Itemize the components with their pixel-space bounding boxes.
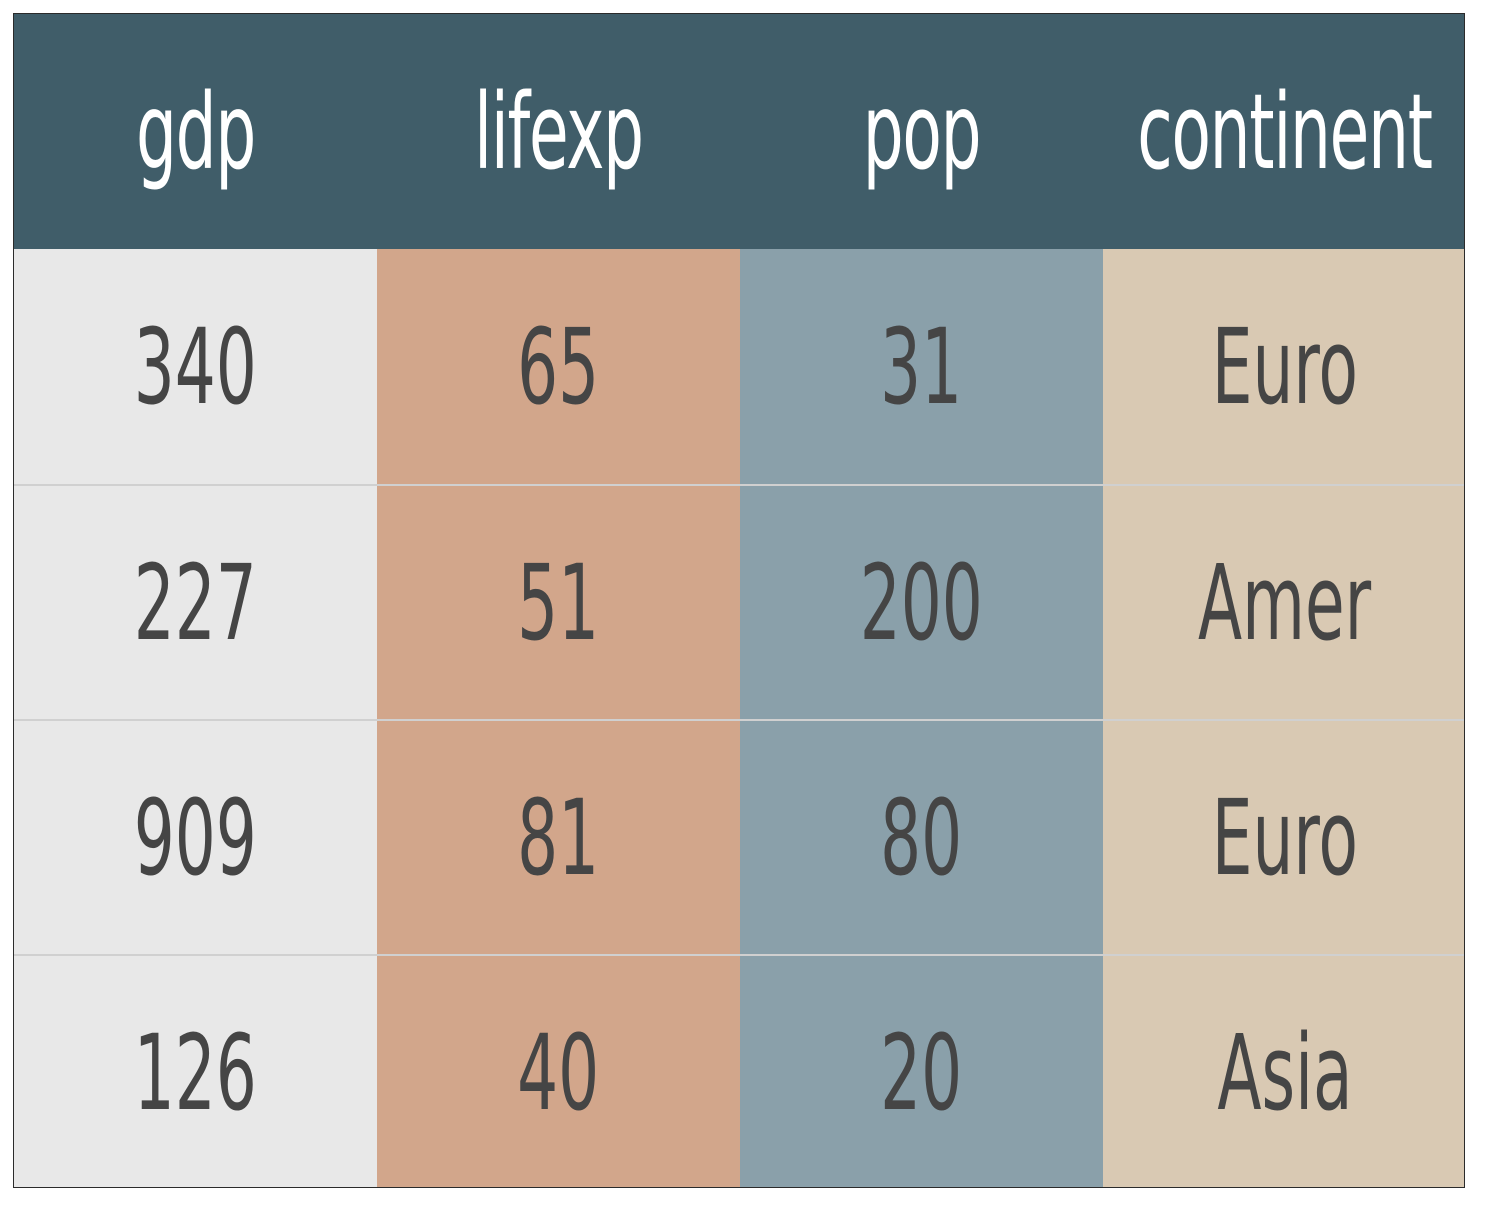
cell-value: 80 — [880, 776, 963, 899]
cell-value: 65 — [517, 305, 600, 428]
table-row: 126 40 20 Asia — [14, 954, 1464, 1187]
cell-value: 40 — [517, 1011, 600, 1134]
table-cell: 65 — [377, 249, 740, 484]
table-cell: Euro — [1103, 719, 1464, 954]
cell-value: 126 — [133, 1011, 258, 1134]
table-cell: Euro — [1103, 249, 1464, 484]
table-cell: 80 — [740, 719, 1103, 954]
table-header-row: gdp lifexp pop continent — [14, 14, 1464, 249]
cell-value: 909 — [133, 776, 258, 899]
column-header-continent: continent — [1137, 70, 1433, 193]
cell-value: 51 — [517, 541, 600, 664]
table-body: 340 65 31 Euro 227 51 200 Amer 909 81 80… — [14, 249, 1464, 1187]
table-cell: 51 — [377, 484, 740, 719]
table-cell: 20 — [740, 954, 1103, 1187]
table-cell: 126 — [14, 954, 377, 1187]
table-cell: 31 — [740, 249, 1103, 484]
column-header-gdp: gdp — [135, 70, 256, 193]
cell-value: 20 — [880, 1011, 963, 1134]
cell-value: 340 — [133, 305, 258, 428]
table-cell: 200 — [740, 484, 1103, 719]
cell-value: Euro — [1211, 776, 1358, 899]
table-cell: 909 — [14, 719, 377, 954]
column-header-pop: pop — [862, 70, 982, 193]
cell-value: Amer — [1197, 541, 1372, 664]
cell-value: Asia — [1216, 1011, 1353, 1134]
cell-value: 227 — [133, 541, 258, 664]
cell-value: Euro — [1211, 305, 1358, 428]
table-cell: 40 — [377, 954, 740, 1187]
table-cell: Amer — [1103, 484, 1464, 719]
data-table: gdp lifexp pop continent 340 65 31 Euro … — [13, 13, 1465, 1188]
table-row: 227 51 200 Amer — [14, 484, 1464, 719]
table-row: 909 81 80 Euro — [14, 719, 1464, 954]
cell-value: 200 — [859, 541, 984, 664]
cell-value: 81 — [517, 776, 600, 899]
table-cell: 227 — [14, 484, 377, 719]
column-header-lifexp: lifexp — [474, 70, 644, 193]
table-cell: Asia — [1103, 954, 1464, 1187]
table-cell: 340 — [14, 249, 377, 484]
table-cell: 81 — [377, 719, 740, 954]
cell-value: 31 — [880, 305, 963, 428]
table-row: 340 65 31 Euro — [14, 249, 1464, 484]
